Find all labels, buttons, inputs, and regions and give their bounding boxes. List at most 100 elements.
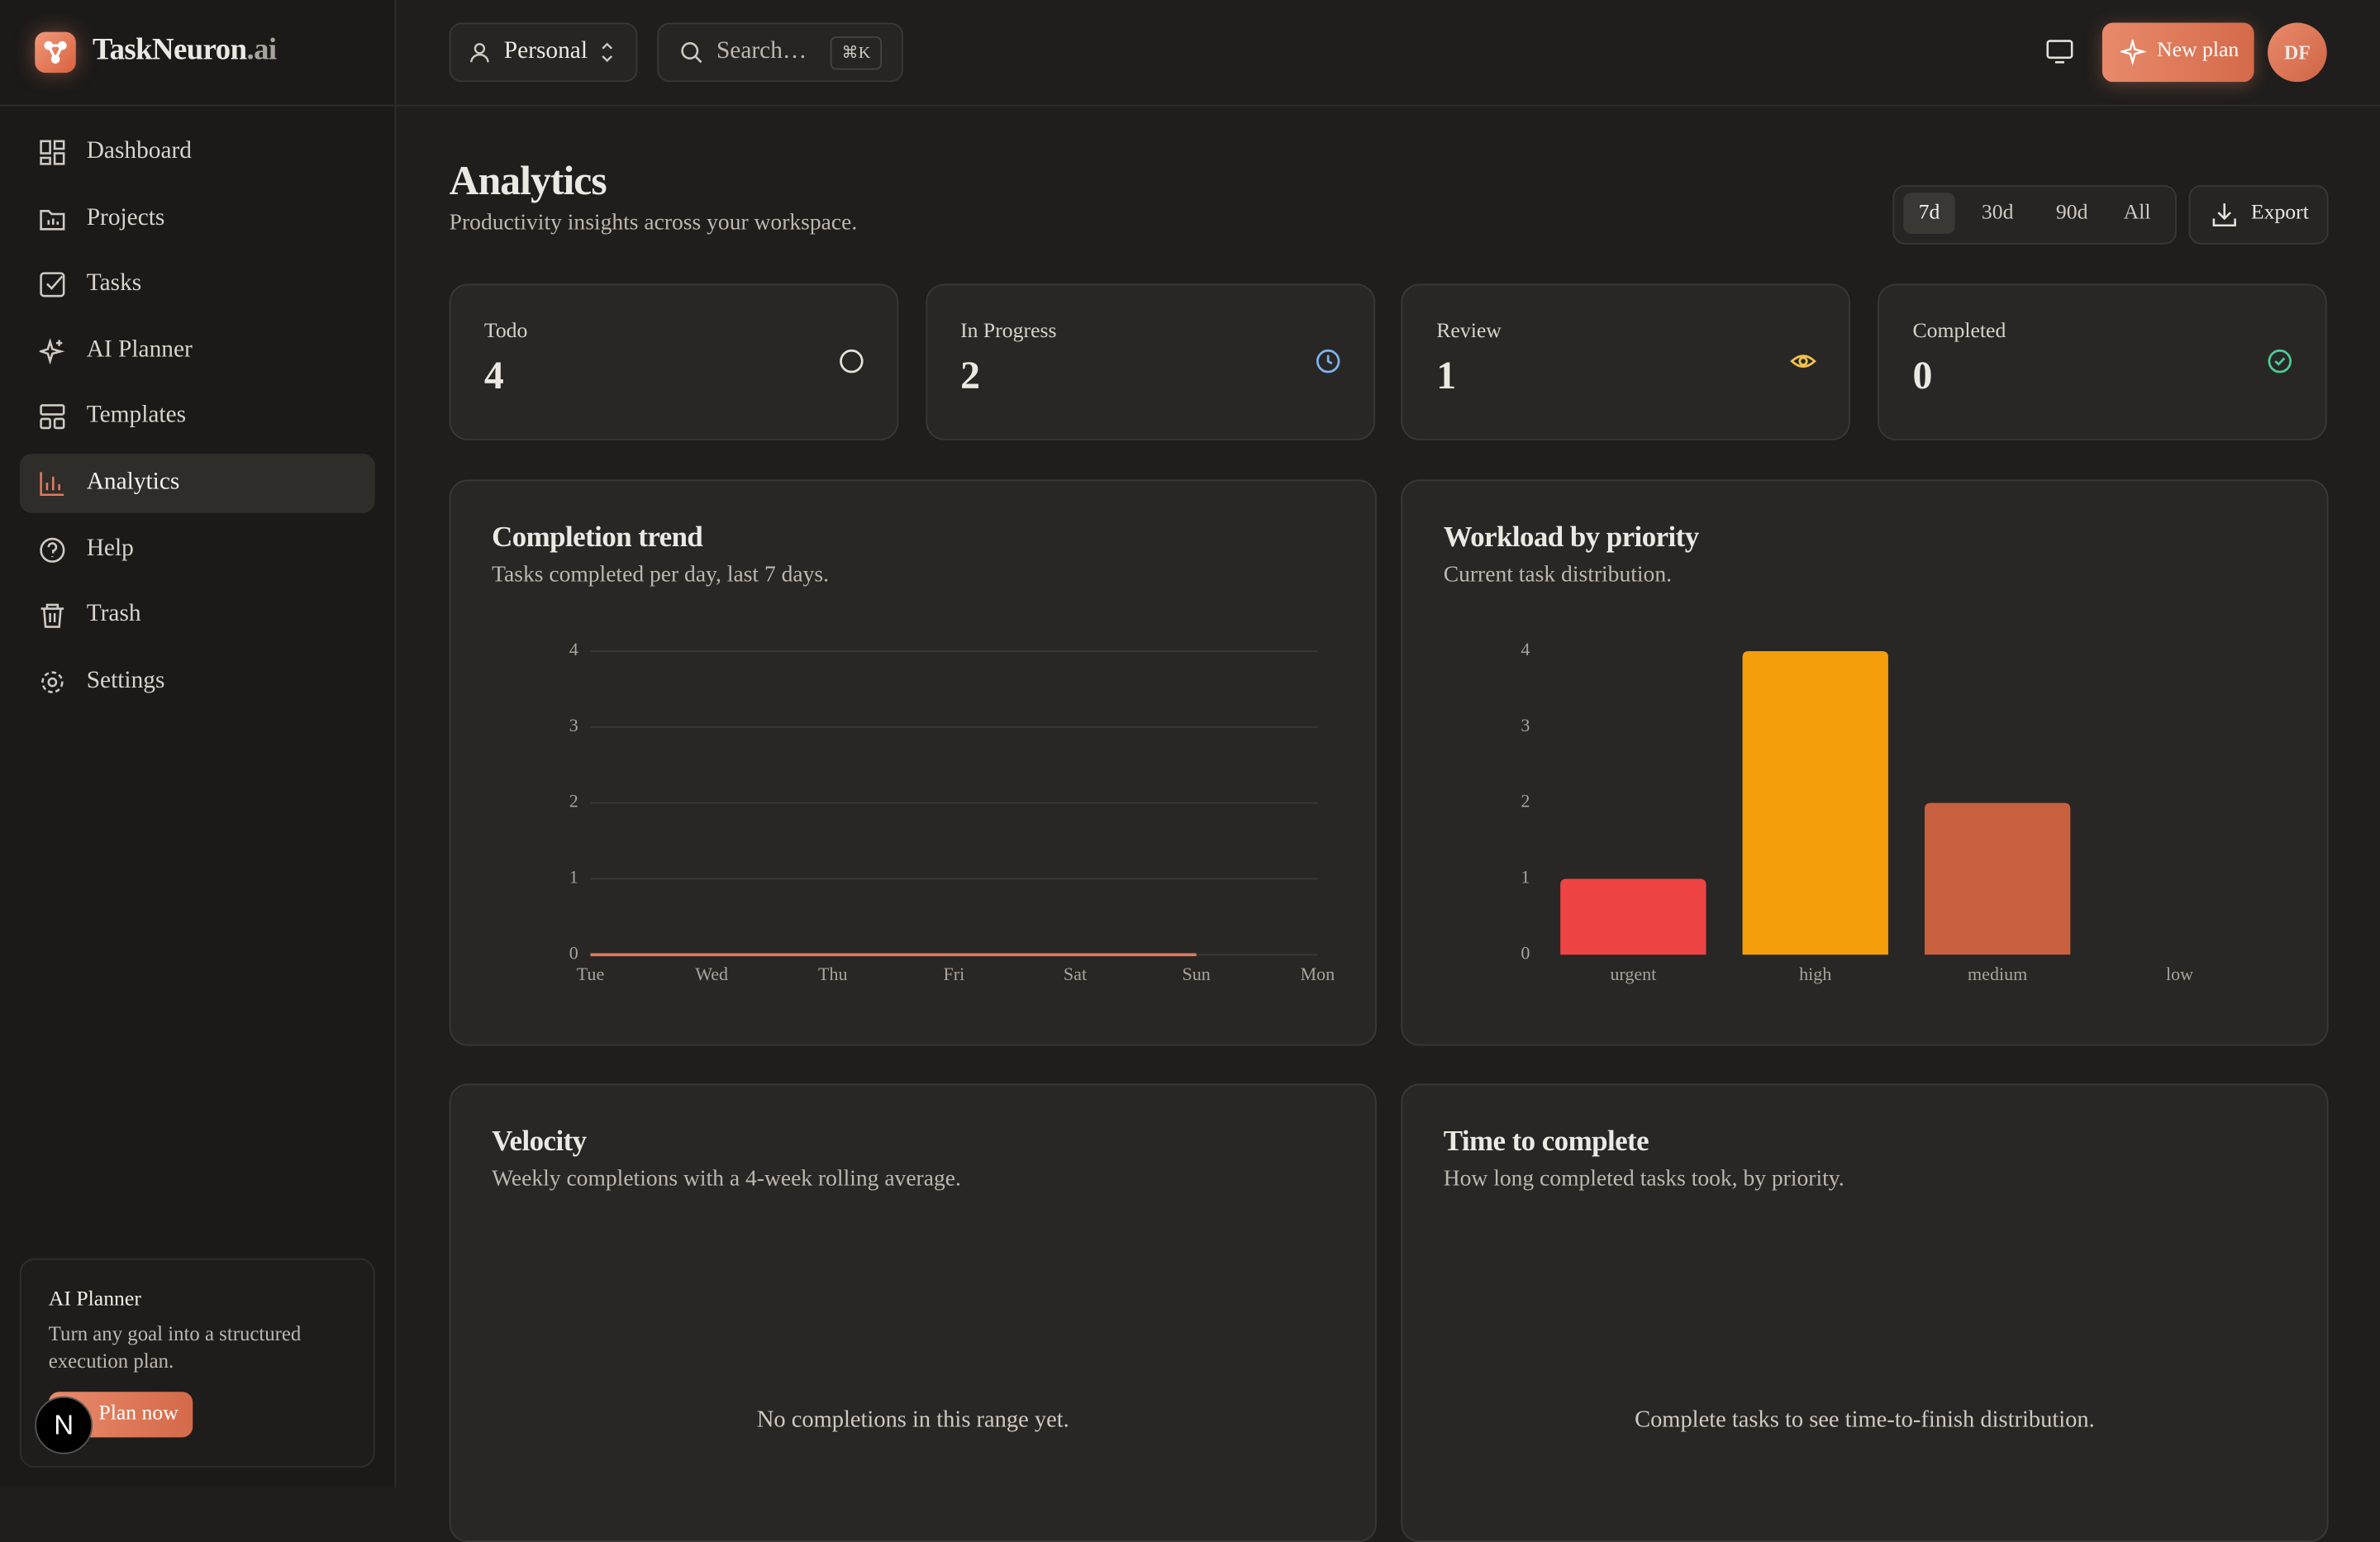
icon-part	[53, 140, 65, 150]
nav-item[interactable]: AI Planner	[20, 321, 375, 381]
bar	[1924, 802, 2071, 955]
stat-value: 1	[1436, 353, 1457, 398]
icon-part	[40, 209, 65, 230]
stat-value: 2	[960, 353, 980, 398]
dev-badge[interactable]: N	[35, 1396, 93, 1454]
y-tick-label: 3	[569, 715, 578, 735]
nav-item[interactable]: Analytics	[19, 454, 375, 513]
x-tick-label: Sun	[1183, 964, 1211, 984]
nav-item[interactable]: Tasks	[20, 255, 375, 315]
nav-label: Dashboard	[86, 138, 193, 164]
nav-label: Settings	[86, 667, 165, 694]
nav-label: Help	[86, 535, 134, 561]
x-tick-label: Mon	[1300, 964, 1335, 984]
empty-message: Complete tasks to see time-to-finish dis…	[1635, 1406, 2095, 1433]
nav-item[interactable]: Help	[20, 520, 375, 579]
icon-part	[40, 472, 64, 497]
icon-part	[47, 677, 58, 688]
chart-card: Workload by priority Current task distrib…	[1401, 479, 2329, 1046]
icon-part	[40, 156, 51, 165]
icon-part	[1316, 349, 1340, 374]
icon-part	[40, 140, 65, 165]
panel-card: Time to complete How long completed tasks…	[1401, 1083, 2329, 1542]
export-label: Export	[2250, 202, 2309, 225]
nav-icon	[41, 671, 64, 693]
x-tick-label: medium	[1968, 964, 2027, 984]
export-button[interactable]: Export	[2188, 185, 2329, 245]
stat-card: Completed 0	[1878, 283, 2327, 440]
y-tick-label: 2	[569, 791, 578, 811]
chart-title: Workload by priority	[1443, 521, 1699, 554]
display-icon[interactable]	[2046, 40, 2073, 64]
icon-part	[46, 275, 64, 291]
brand-suffix: .ai	[246, 33, 277, 67]
range-label: 7d	[1918, 202, 1940, 225]
icon-part	[40, 140, 51, 155]
y-tick-label: 1	[569, 867, 578, 888]
logo[interactable]	[35, 31, 76, 74]
nav-item[interactable]: Trash	[20, 586, 375, 645]
bar	[1560, 878, 1706, 955]
nav-item[interactable]: Templates	[20, 388, 375, 447]
nav-item[interactable]: Projects	[20, 189, 375, 249]
panel-subtitle: Weekly completions with a 4-week rolling…	[492, 1167, 961, 1192]
nav-item[interactable]: Settings	[20, 652, 375, 712]
nav-icon	[40, 140, 65, 165]
nav-icon	[40, 603, 64, 629]
icon-part	[40, 603, 64, 629]
icon-part	[55, 340, 63, 346]
x-tick-label: high	[1799, 964, 1831, 984]
new-plan-button[interactable]: New plan	[2102, 22, 2254, 83]
icon-part	[40, 272, 65, 297]
search-box[interactable]: Search… ⌘K	[657, 22, 903, 83]
stat-value: 4	[483, 353, 504, 398]
nav-icon	[40, 537, 65, 563]
y-tick-label: 0	[569, 942, 578, 963]
x-tick-label: low	[2166, 964, 2193, 984]
bar	[1742, 650, 1888, 955]
brand-bar: TaskNeuron.ai	[0, 0, 395, 107]
icon-part	[1799, 356, 1809, 366]
icon-part	[47, 541, 58, 557]
icon-part	[40, 404, 65, 430]
range-label: All	[2123, 202, 2151, 225]
icon-part	[53, 418, 65, 430]
x-tick-label: Fri	[944, 964, 965, 984]
icon-part	[40, 209, 65, 230]
range-tab[interactable]: All	[2110, 193, 2164, 234]
logo-icon	[44, 40, 67, 64]
stat-icon	[840, 349, 864, 374]
nav-icon	[40, 404, 65, 430]
y-tick-label: 4	[569, 639, 578, 659]
icon-part	[1326, 355, 1332, 365]
y-tick-label: 0	[1521, 942, 1530, 963]
nav-icon	[40, 272, 65, 297]
range-tab[interactable]: 7d	[1903, 193, 1955, 234]
x-tick-label: Sat	[1064, 964, 1087, 984]
promo-title: AI Planner	[48, 1288, 141, 1311]
icon-part	[39, 338, 65, 364]
brand-name: TaskNeuron	[93, 33, 247, 67]
panel-subtitle: How long completed tasks took, by priori…	[1443, 1167, 1844, 1192]
icon-part	[40, 272, 65, 297]
range-tab[interactable]: 30d	[1967, 193, 2027, 234]
avatar[interactable]: DF	[2268, 22, 2327, 83]
brand: TaskNeuron.ai	[93, 33, 277, 68]
chart: 0 1 2 3 4 urgent high medium low	[1521, 639, 2193, 984]
sparkle-icon	[2120, 39, 2148, 66]
icon-part	[40, 603, 64, 629]
stat-icon	[2268, 349, 2292, 374]
workspace-switcher[interactable]: Personal	[449, 22, 638, 83]
icon-part	[41, 671, 64, 693]
chart-subtitle: Current task distribution.	[1443, 563, 1672, 588]
stat-label: Completed	[1912, 320, 2006, 344]
icon-part	[2268, 349, 2292, 374]
nav-label: Trash	[86, 601, 141, 627]
icon-part	[40, 418, 51, 430]
nav-label: Templates	[86, 402, 187, 429]
range-tab[interactable]: 90d	[2041, 193, 2102, 234]
nav-item[interactable]: Dashboard	[20, 123, 375, 183]
panel-card: Velocity Weekly completions with a 4-week…	[449, 1083, 1377, 1542]
topbar: Personal Search… ⌘K New plan DF	[396, 0, 2380, 107]
promo-card: AI Planner Turn any goal into a structur…	[19, 1258, 375, 1468]
